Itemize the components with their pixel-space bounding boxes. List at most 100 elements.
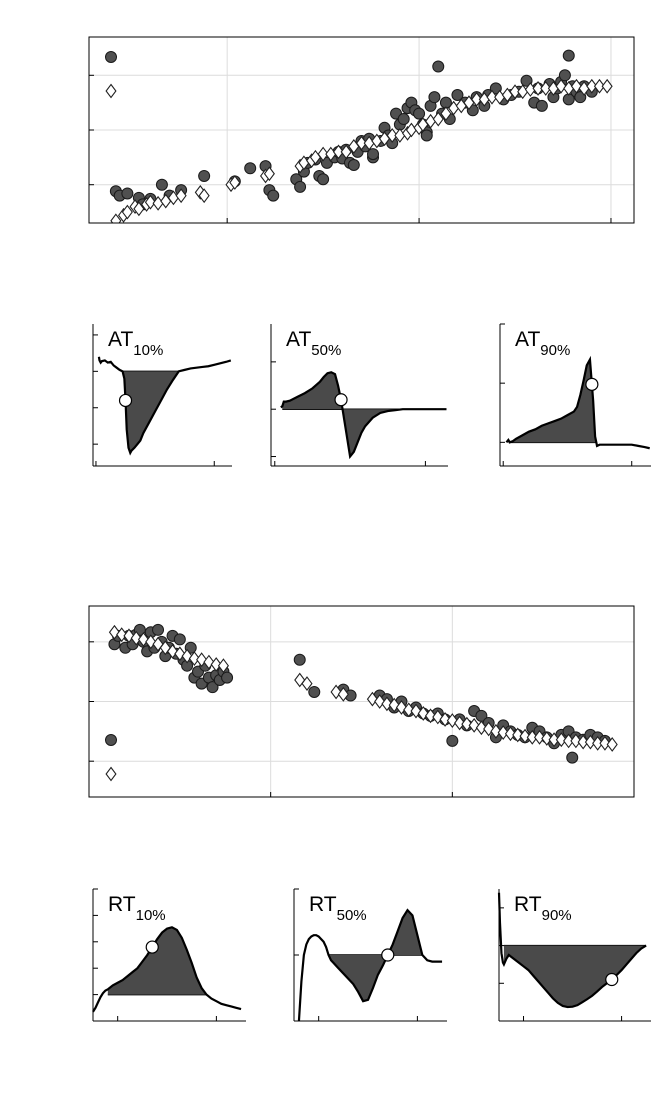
data-point-model [486, 89, 498, 105]
data-point-model [490, 723, 502, 739]
data-point-model [133, 201, 145, 217]
data-point-human [446, 734, 459, 747]
data-point-model [555, 78, 567, 94]
inset-label-main: RT [514, 893, 542, 916]
data-point-model [540, 81, 552, 96]
time-marker [381, 948, 395, 962]
data-point-model [330, 684, 342, 700]
inset-label: AT90% [515, 328, 570, 359]
data-point-human [221, 671, 234, 684]
inset-label: AT50% [286, 328, 341, 359]
data-point-model [198, 188, 210, 204]
signal-area-fill [503, 945, 647, 1008]
signal-trace [92, 926, 242, 1013]
data-point-model [317, 146, 329, 162]
legend-marker-model [105, 766, 117, 782]
data-point-model [116, 627, 128, 643]
data-point-human [155, 178, 168, 191]
panel-b-inset-2: RT50% [293, 888, 447, 1022]
inset-label-main: AT [515, 328, 540, 351]
data-point-human [293, 653, 306, 666]
time-marker [585, 377, 599, 391]
data-point-model [110, 213, 122, 223]
data-point-human [489, 82, 502, 95]
data-point-human [308, 685, 321, 698]
plot-area [108, 623, 618, 764]
data-point-human [413, 107, 426, 120]
data-point-model [417, 706, 429, 721]
data-point-human [198, 169, 211, 182]
data-point-human [451, 88, 464, 101]
data-point-model [332, 144, 345, 160]
plot-area [109, 49, 613, 223]
data-point-model [461, 716, 473, 732]
data-point-model [526, 729, 538, 745]
legend-marker-model [105, 83, 117, 99]
inset-label: RT90% [514, 893, 572, 924]
data-point-model [563, 733, 575, 749]
data-point-model [471, 91, 483, 107]
panel-b [88, 605, 635, 798]
data-point-model [355, 135, 368, 151]
data-point-human [535, 99, 548, 112]
inset-label-main: AT [108, 328, 133, 351]
legend-marker-human [105, 734, 117, 746]
data-point-model [395, 700, 408, 715]
data-point-human [206, 681, 219, 694]
data-point-human [294, 180, 307, 193]
time-marker [145, 940, 159, 954]
data-point-human [317, 173, 330, 186]
data-point-model [577, 734, 589, 750]
panel-b-inset-3: RT90% [497, 889, 651, 1022]
data-point-model [454, 715, 466, 731]
data-point-model [570, 733, 582, 749]
data-point-model [424, 708, 437, 724]
time-marker [334, 393, 348, 407]
data-point-model [533, 729, 546, 745]
data-point-human [432, 60, 445, 73]
data-point-human [173, 633, 186, 646]
inset-label-main: AT [286, 328, 311, 351]
inset-label-main: RT [309, 893, 337, 916]
data-point-model [145, 634, 157, 650]
data-point-human [121, 187, 134, 200]
data-point-model [532, 81, 544, 96]
data-point-human [520, 74, 533, 87]
signal-trace [297, 908, 443, 1022]
data-point-model [263, 166, 275, 182]
inset-label-sub: 10% [136, 907, 166, 924]
inset-label: RT50% [309, 893, 367, 924]
data-point-model [403, 702, 415, 718]
inset-label-sub: 50% [311, 342, 341, 359]
data-point-model [592, 735, 604, 751]
inset-label-sub: 10% [133, 342, 163, 359]
inset-label: AT10% [108, 328, 163, 359]
data-point-model [593, 78, 606, 94]
data-point-model [548, 732, 560, 748]
data-point-model [599, 735, 611, 751]
axes-frame [88, 36, 635, 224]
data-point-model [512, 727, 524, 743]
inset-label: RT10% [108, 893, 166, 924]
signal-area-fill [509, 359, 596, 443]
signal-trace [97, 356, 232, 456]
time-marker [605, 972, 619, 987]
data-point-model [121, 204, 133, 220]
panel-a-inset-2: AT50% [270, 324, 448, 467]
data-point-model [294, 672, 306, 688]
data-point-model [123, 628, 135, 644]
data-point-model [144, 194, 156, 210]
panel-a-inset-3: AT90% [499, 323, 651, 467]
data-point-human [428, 91, 441, 104]
data-point-model [175, 188, 187, 204]
data-point-model [601, 78, 613, 94]
data-point-model [504, 726, 517, 742]
inset-label-sub: 50% [337, 907, 367, 924]
data-point-model [301, 676, 313, 692]
time-marker [118, 393, 133, 408]
data-point-human [574, 91, 587, 104]
data-point-model [584, 734, 596, 750]
data-point-model [432, 709, 444, 725]
data-point-model [509, 84, 521, 100]
data-point-model [374, 694, 386, 709]
